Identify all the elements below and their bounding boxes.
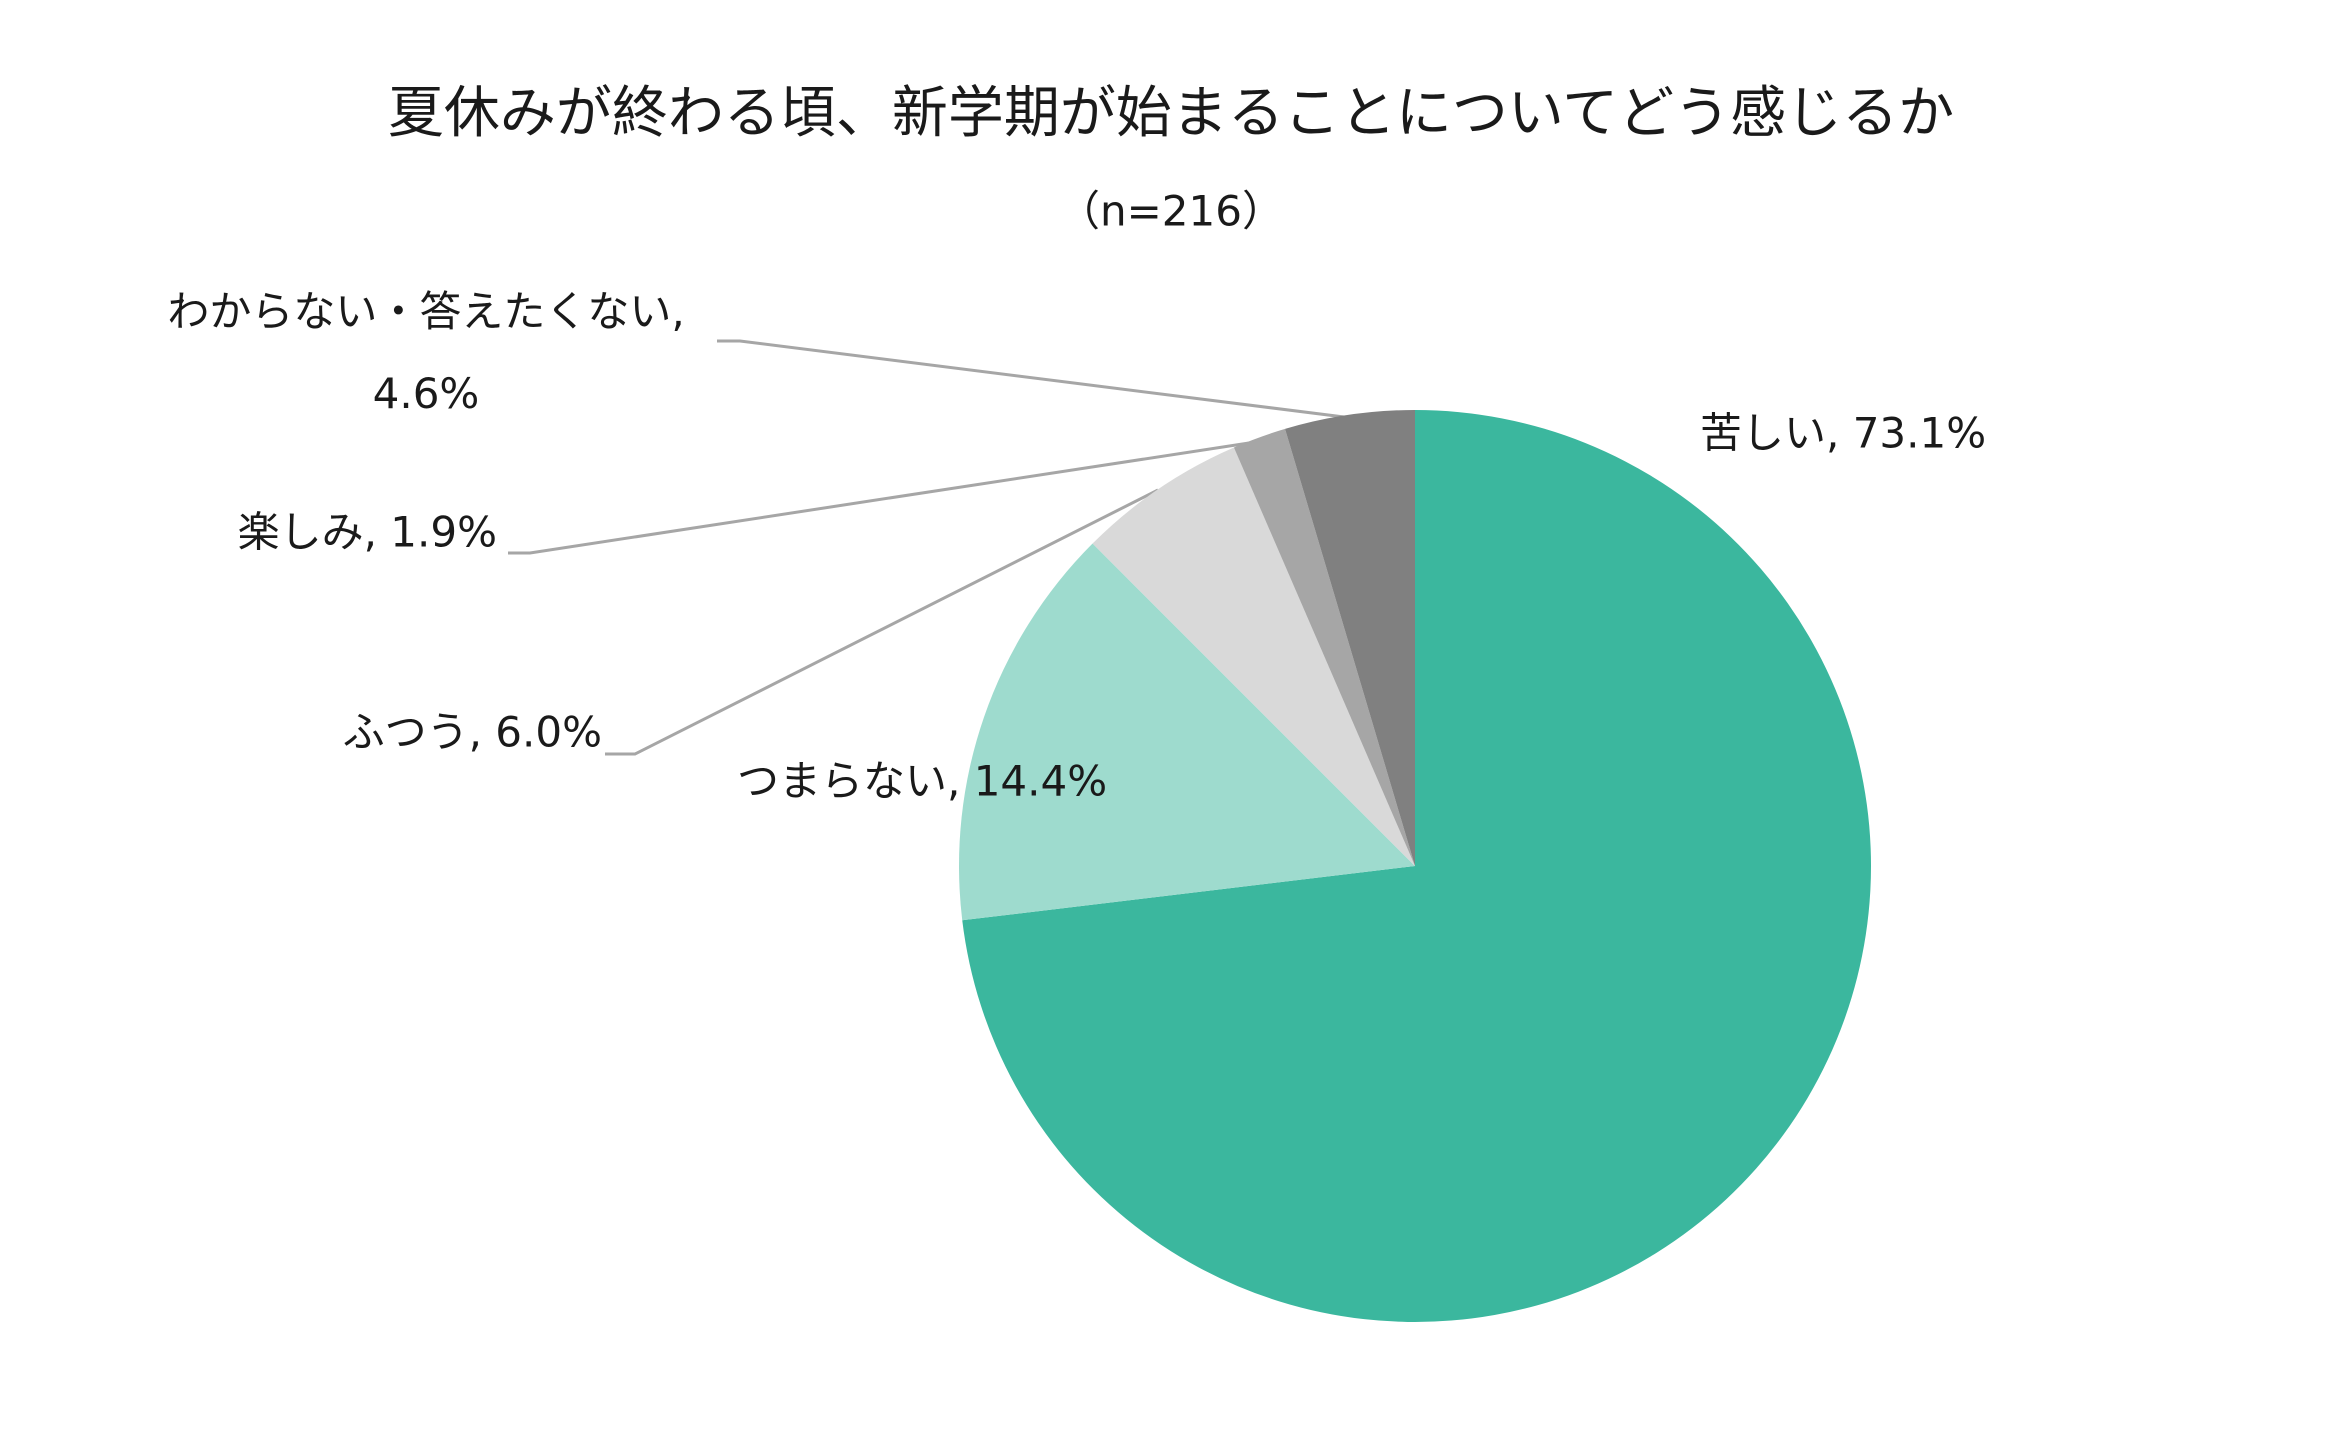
leader-line	[717, 339, 1353, 420]
data-label: 苦しい, 73.1%	[1700, 409, 1986, 458]
chart-subtitle: （n=216）	[1058, 187, 1284, 236]
leader-line	[605, 488, 1159, 756]
data-label-line: 4.6%	[373, 369, 480, 418]
data-label: 楽しみ, 1.9%	[238, 508, 497, 557]
pie-slice	[1233, 428, 1415, 866]
pie-slice	[1285, 410, 1415, 866]
data-label: ふつう, 6.0%	[343, 708, 602, 757]
pie-slice	[962, 410, 1872, 1322]
data-label: つまらない, 14.4%	[737, 757, 1107, 806]
data-label: わからない・答えたくない, 4.6%	[167, 287, 684, 418]
data-label-line: わからない・答えたくない,	[167, 287, 684, 336]
leader-lines	[508, 339, 1353, 756]
pie-slice	[1092, 447, 1415, 866]
pie-slice	[959, 543, 1415, 921]
chart-title: 夏休みが終わる頃、新学期が始まることについてどう感じるか	[388, 81, 1954, 146]
leader-line	[508, 439, 1263, 555]
